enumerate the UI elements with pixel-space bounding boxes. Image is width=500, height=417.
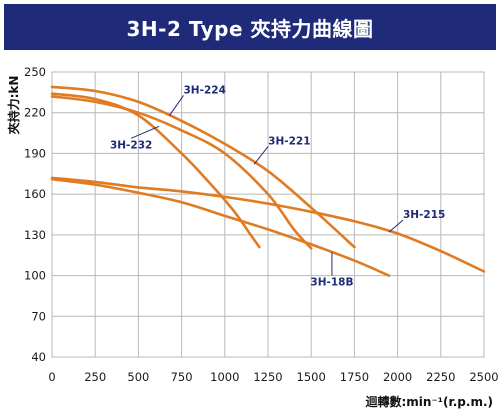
series-line-3h-215 [50,176,486,273]
series-leader-line [253,145,269,165]
y-axis-title: 夾持力:kN [6,76,21,135]
series-label-3h-232: 3H-232 [110,139,152,151]
y-tick-label: 160 [24,187,46,201]
y-tick-label: 100 [24,269,46,283]
x-tick-label: 750 [171,370,193,384]
series-label-3h-221: 3H-221 [268,135,310,147]
x-tick-label: 0 [48,370,55,384]
x-tick-label: 1750 [340,370,369,384]
x-axis-title: 迴轉數:min⁻¹(r.p.m.) [365,394,494,409]
series-labels: 3H-224 3H-221 3H-232 3H-215 3H-18B [110,84,445,288]
y-tick-label: 220 [24,106,46,120]
x-tick-label: 1500 [297,370,326,384]
chart-title: 3H-2 Type 夾持力曲線圖 [4,4,496,50]
x-tick-label: 250 [84,370,106,384]
series-label-3h-18b: 3H-18B [310,277,353,289]
x-tick-label: 2000 [383,370,412,384]
series-line-3h-232 [50,92,261,249]
x-tick-label: 1250 [253,370,282,384]
series-leader-line [130,125,160,139]
series-line-3h-221 [50,95,313,250]
series-leader-line [388,219,404,233]
series-label-3h-224: 3H-224 [184,84,226,96]
series-label-3h-215: 3H-215 [403,209,445,221]
series-leader-line [169,95,184,116]
series-lines [50,85,486,277]
series-line-3h-18b [50,177,391,277]
x-tick-label: 2500 [469,370,498,384]
x-tick-label: 2250 [426,370,455,384]
y-tick-label: 250 [24,65,46,79]
x-tick-label: 1000 [210,370,239,384]
y-tick-label: 190 [24,146,46,160]
y-tick-label: 40 [31,350,46,364]
series-line-3h-224 [50,85,356,249]
tick-labels: 0 250 500 750 1000 1250 1500 1750 2000 2250 2500 40… [24,65,499,384]
x-tick-label: 500 [127,370,149,384]
y-tick-label: 70 [31,309,46,323]
y-tick-label: 130 [24,228,46,242]
